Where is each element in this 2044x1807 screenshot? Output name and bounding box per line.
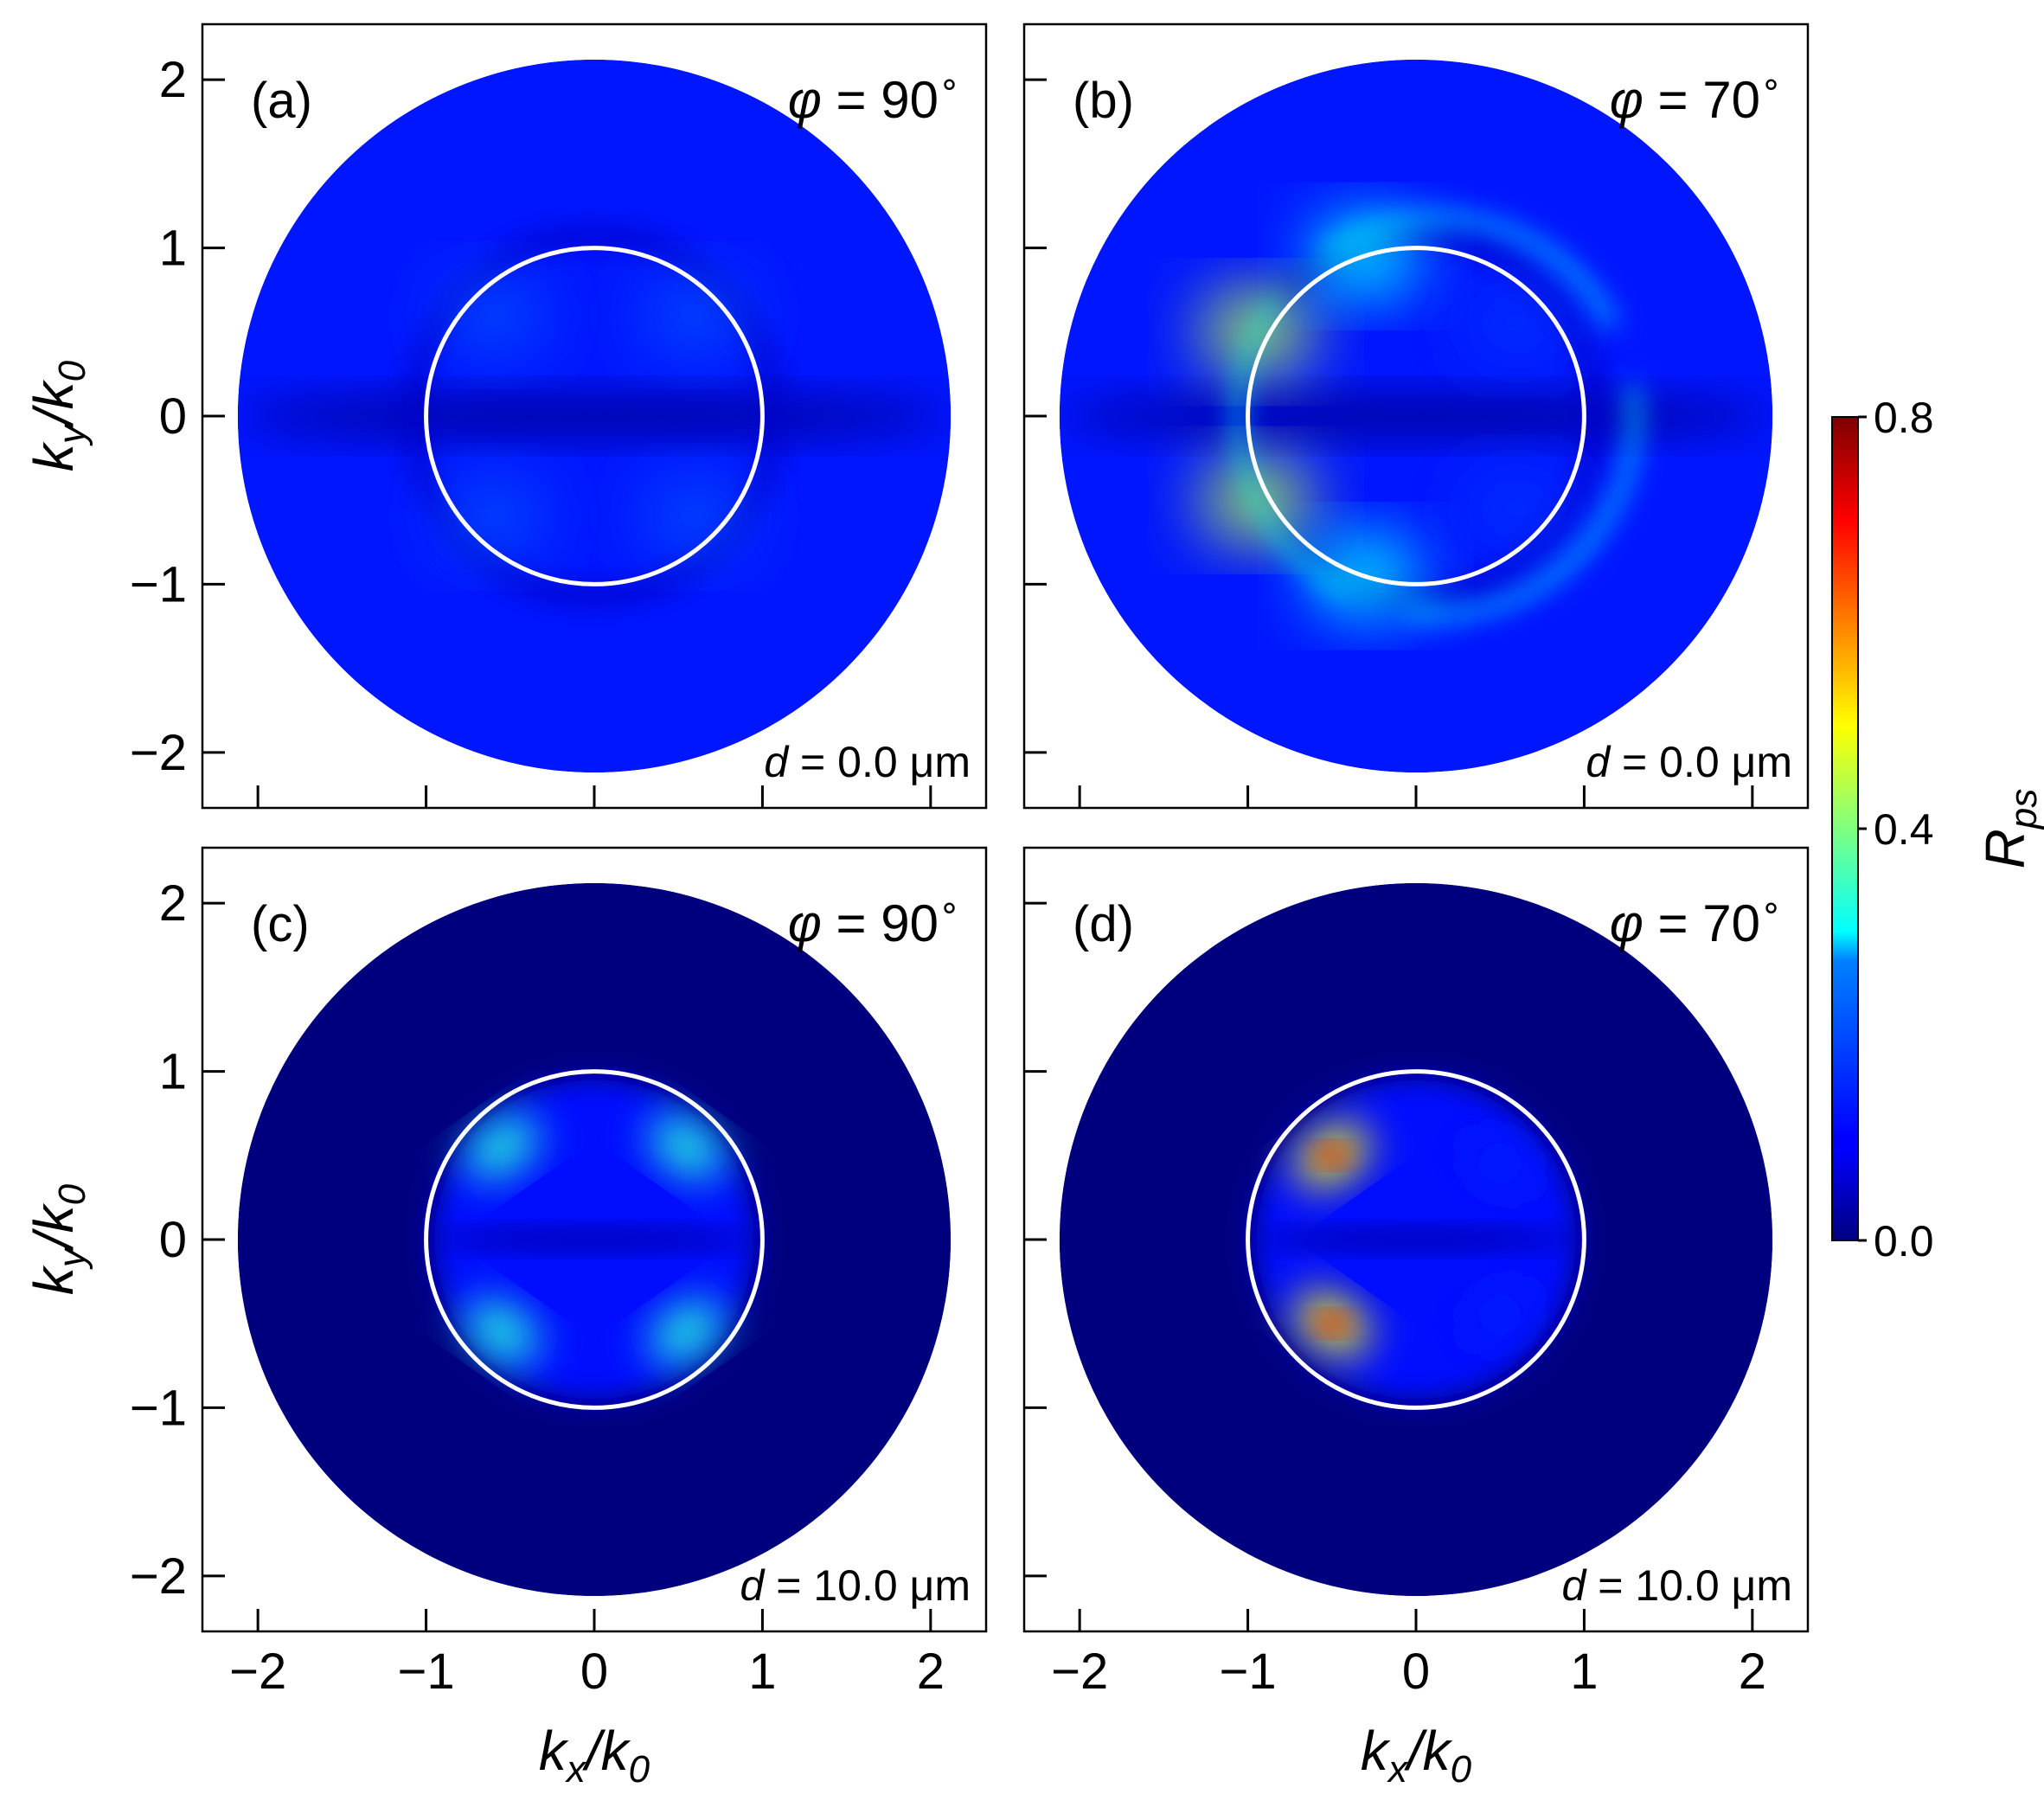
heatmap-peak [1317,1315,1348,1332]
dark-ring [406,227,783,605]
colorbar: 0.0 0.4 0.8 Rps [1831,394,2044,1266]
panel-label: (d) [1073,896,1134,952]
y-axis-label: ky/k0 [22,1183,93,1295]
x-tick-label: −2 [229,1644,286,1700]
panel-label: (a) [251,73,312,129]
light-cone-circle [424,246,765,586]
dark-band [1059,395,1773,437]
dark-band [434,1229,754,1250]
x-tick-label: −2 [1051,1644,1108,1700]
colorbar-tick-label: 0.4 [1874,805,1934,854]
y-tick-label: −1 [130,1380,187,1436]
y-tick-label: 0 [159,1212,187,1268]
heatmap-peak [1317,1147,1348,1164]
y-tick-label: 0 [159,388,187,445]
y-tick-label: 1 [159,221,187,277]
heatmap-lobe [650,1117,723,1177]
panel-c: −2 −1 0 1 2 −2 −1 0 1 2 ky/k0 kx/k0 (c) φ = 90∘ d = 10… [22,846,988,1791]
colorbar-tick-label: 0.0 [1874,1217,1934,1266]
colorbar-gradient [1831,416,1859,1241]
panel-label: (b) [1073,73,1134,129]
phi-annotation: φ = 90∘ [788,65,960,129]
heatmap-lobe [465,1117,538,1177]
d-annotation: d = 10.0 μm [1562,1561,1792,1610]
x-axis-label: kx/k0 [539,1720,650,1791]
panel-b: (b) φ = 70∘ d = 0.0 μm [1022,22,1810,810]
dark-band [1256,1229,1576,1250]
colorbar-tick-label: 0.8 [1874,394,1934,442]
heatmap-field [237,59,952,773]
d-annotation: d = 0.0 μm [1586,738,1792,786]
phi-annotation: φ = 70∘ [1610,888,1782,952]
light-cone-circle [1246,1069,1586,1410]
heatmap-lobe [641,278,749,353]
d-annotation: d = 10.0 μm [740,1561,971,1610]
x-tick-label: −1 [398,1644,455,1700]
heatmap-field [1059,882,1773,1597]
y-tick-label: 2 [159,875,187,932]
x-tick-label: 0 [1402,1644,1430,1700]
x-tick-label: 0 [580,1644,608,1700]
y-tick-label: −2 [130,1548,187,1605]
x-tick-label: 2 [917,1644,945,1700]
y-tick-label: −1 [130,556,187,612]
x-tick-label: 2 [1739,1644,1766,1700]
y-tick-label: −2 [130,725,187,781]
light-cone-circle [424,1069,765,1410]
y-tick-label: 1 [159,1044,187,1100]
panel-a: −2 −1 0 1 2 ky/k0 (a) φ = 90∘ d = 0.0 μm [22,22,988,810]
x-tick-label: 1 [748,1644,776,1700]
panel-label: (c) [251,896,310,952]
x-axis-label: kx/k0 [1361,1720,1472,1791]
y-axis-label: ky/k0 [22,360,93,471]
y-tick-label: 2 [159,52,187,108]
heatmap-lobe [439,479,548,554]
light-cone-circle [1246,246,1586,586]
d-annotation: d = 0.0 μm [764,738,971,786]
phi-annotation: φ = 90∘ [788,888,960,952]
phi-annotation: φ = 70∘ [1610,65,1782,129]
heatmap-lobe [1464,1285,1536,1346]
heatmap-lobe [1464,1133,1536,1195]
bright-arc [1233,213,1639,619]
panel-d: −2 −1 0 1 2 kx/k0 (d) φ = 70∘ d = 10.0 μm [1022,846,1810,1791]
x-tick-label: −1 [1220,1644,1277,1700]
heatmap-lobe [439,278,548,353]
heatmap-lobe [465,1302,538,1362]
x-tick-label: 1 [1570,1644,1598,1700]
dark-band [237,395,952,437]
heatmap-lobe [641,479,749,554]
heatmap-lobe [650,1302,723,1362]
colorbar-title: Rps [1974,789,2044,869]
heatmap-field [1059,59,1773,773]
heatmap-field [237,882,952,1597]
